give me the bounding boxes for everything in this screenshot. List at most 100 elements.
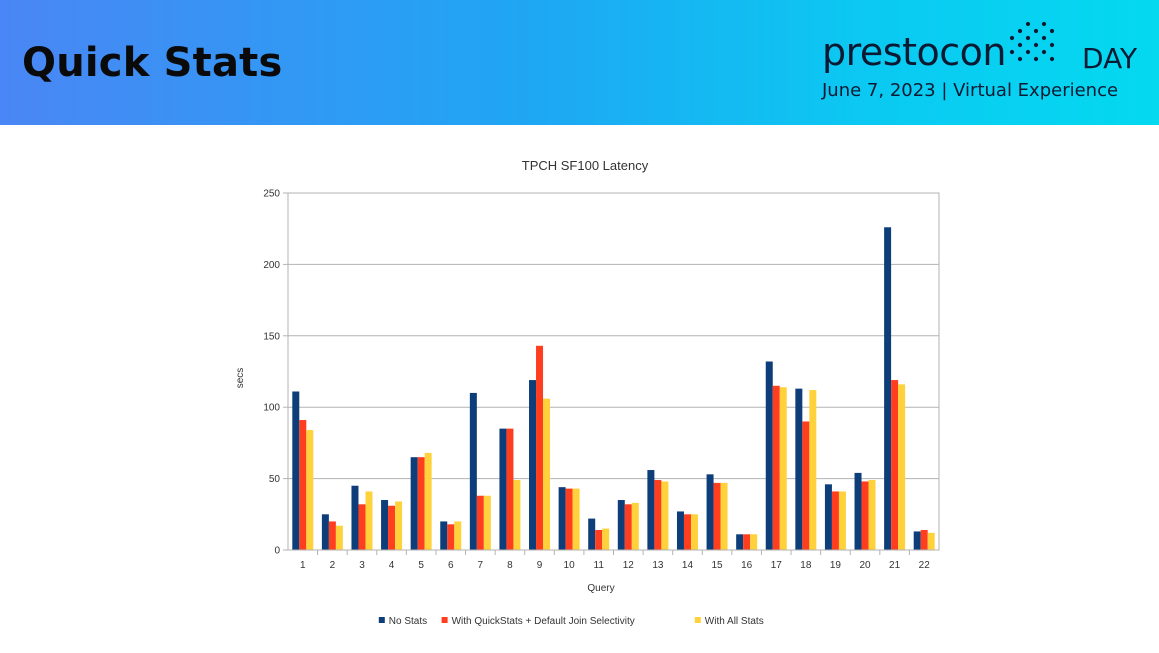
bar bbox=[765, 361, 773, 550]
bar bbox=[388, 505, 396, 550]
x-tick-label: 15 bbox=[712, 560, 724, 571]
bar bbox=[868, 480, 876, 550]
bar bbox=[854, 472, 862, 550]
bar bbox=[424, 452, 432, 550]
bar bbox=[750, 534, 758, 550]
bar bbox=[795, 388, 803, 550]
x-tick-label: 19 bbox=[830, 560, 842, 571]
bar bbox=[690, 514, 698, 550]
brand-day: DAY bbox=[1082, 42, 1138, 75]
bar bbox=[365, 491, 373, 550]
bar bbox=[831, 491, 839, 550]
x-tick-label: 18 bbox=[800, 560, 812, 571]
slide-title: Quick Stats bbox=[22, 40, 283, 86]
legend-label: With All Stats bbox=[705, 616, 764, 627]
bar bbox=[824, 484, 832, 550]
bar bbox=[772, 385, 780, 550]
bar bbox=[884, 227, 892, 550]
x-tick-label: 22 bbox=[919, 560, 931, 571]
bar bbox=[358, 504, 366, 550]
chart-title: TPCH SF100 Latency bbox=[522, 158, 649, 173]
bar bbox=[328, 521, 336, 550]
bar bbox=[529, 380, 537, 550]
y-tick-label: 0 bbox=[274, 546, 280, 557]
bar bbox=[299, 420, 307, 550]
bar bbox=[536, 345, 544, 550]
bar bbox=[454, 521, 462, 550]
bar bbox=[654, 480, 662, 550]
bar bbox=[661, 481, 669, 550]
x-tick-label: 7 bbox=[478, 560, 484, 571]
bar bbox=[913, 531, 921, 550]
bar bbox=[321, 514, 329, 550]
x-tick-label: 17 bbox=[771, 560, 783, 571]
y-axis-label: secs bbox=[235, 368, 246, 389]
bar bbox=[558, 487, 566, 550]
x-tick-label: 14 bbox=[682, 560, 694, 571]
bar bbox=[647, 470, 655, 550]
y-tick-label: 200 bbox=[263, 260, 280, 271]
bar bbox=[602, 528, 610, 550]
bar bbox=[417, 457, 425, 550]
header-banner: Quick Stats prestocon DAY June 7, 2023 |… bbox=[0, 0, 1159, 125]
x-tick-labels: 1 2 3 4 5 6 7 8 9 10 11 12 13 14 15 16 17 18 19 20 21 22 bbox=[300, 560, 930, 571]
bar bbox=[506, 428, 514, 550]
bar bbox=[543, 398, 551, 550]
bar bbox=[706, 474, 714, 550]
bar bbox=[469, 392, 477, 550]
bar bbox=[920, 530, 928, 550]
bar bbox=[395, 501, 403, 550]
bar bbox=[440, 521, 448, 550]
x-tick-label: 1 bbox=[300, 560, 306, 571]
bar bbox=[624, 504, 632, 550]
x-tick-label: 4 bbox=[389, 560, 395, 571]
dots-logo-icon bbox=[1009, 21, 1055, 62]
bar bbox=[306, 430, 314, 550]
bar bbox=[736, 534, 744, 550]
brand-logo: prestocon DAY June 7, 2023 | Virtual Exp… bbox=[822, 21, 1142, 110]
event-line: June 7, 2023 | Virtual Experience bbox=[822, 80, 1119, 101]
x-tick-label: 13 bbox=[652, 560, 664, 571]
bar bbox=[572, 488, 580, 550]
bar bbox=[499, 428, 507, 550]
bar bbox=[351, 485, 359, 550]
bar bbox=[713, 482, 721, 550]
x-tick-label: 5 bbox=[418, 560, 424, 571]
bar bbox=[809, 390, 817, 550]
x-tick-label: 2 bbox=[330, 560, 336, 571]
legend-swatch bbox=[378, 617, 385, 623]
legend: No Stats With QuickStats + Default Join S… bbox=[378, 616, 764, 627]
bar bbox=[292, 391, 300, 550]
bar bbox=[898, 384, 906, 550]
bar bbox=[447, 524, 455, 550]
legend-swatch bbox=[694, 617, 701, 623]
bar bbox=[513, 480, 521, 550]
bar bbox=[720, 482, 728, 550]
legend-swatch bbox=[441, 617, 448, 623]
x-tick-label: 9 bbox=[537, 560, 543, 571]
y-tick-label: 100 bbox=[263, 403, 280, 414]
x-tick-label: 6 bbox=[448, 560, 454, 571]
bar bbox=[335, 525, 343, 550]
y-tick-label: 150 bbox=[263, 331, 280, 342]
bar bbox=[683, 514, 691, 550]
bar bbox=[476, 495, 484, 550]
x-tick-label: 3 bbox=[359, 560, 365, 571]
bar bbox=[565, 488, 573, 550]
x-tick-label: 11 bbox=[594, 560, 605, 571]
x-tick-label: 8 bbox=[507, 560, 513, 571]
bar bbox=[410, 457, 418, 550]
bar bbox=[676, 511, 684, 550]
bar bbox=[838, 491, 846, 550]
x-tick-label: 20 bbox=[859, 560, 871, 571]
x-tick-label: 21 bbox=[889, 560, 901, 571]
x-tick-label: 12 bbox=[623, 560, 635, 571]
bar bbox=[779, 387, 787, 550]
bar bbox=[631, 502, 639, 550]
legend-label: With QuickStats + Default Join Selectivi… bbox=[452, 616, 635, 627]
bar bbox=[891, 380, 899, 550]
x-tick-label: 10 bbox=[564, 560, 576, 571]
bar bbox=[802, 421, 810, 550]
bar bbox=[588, 518, 596, 550]
